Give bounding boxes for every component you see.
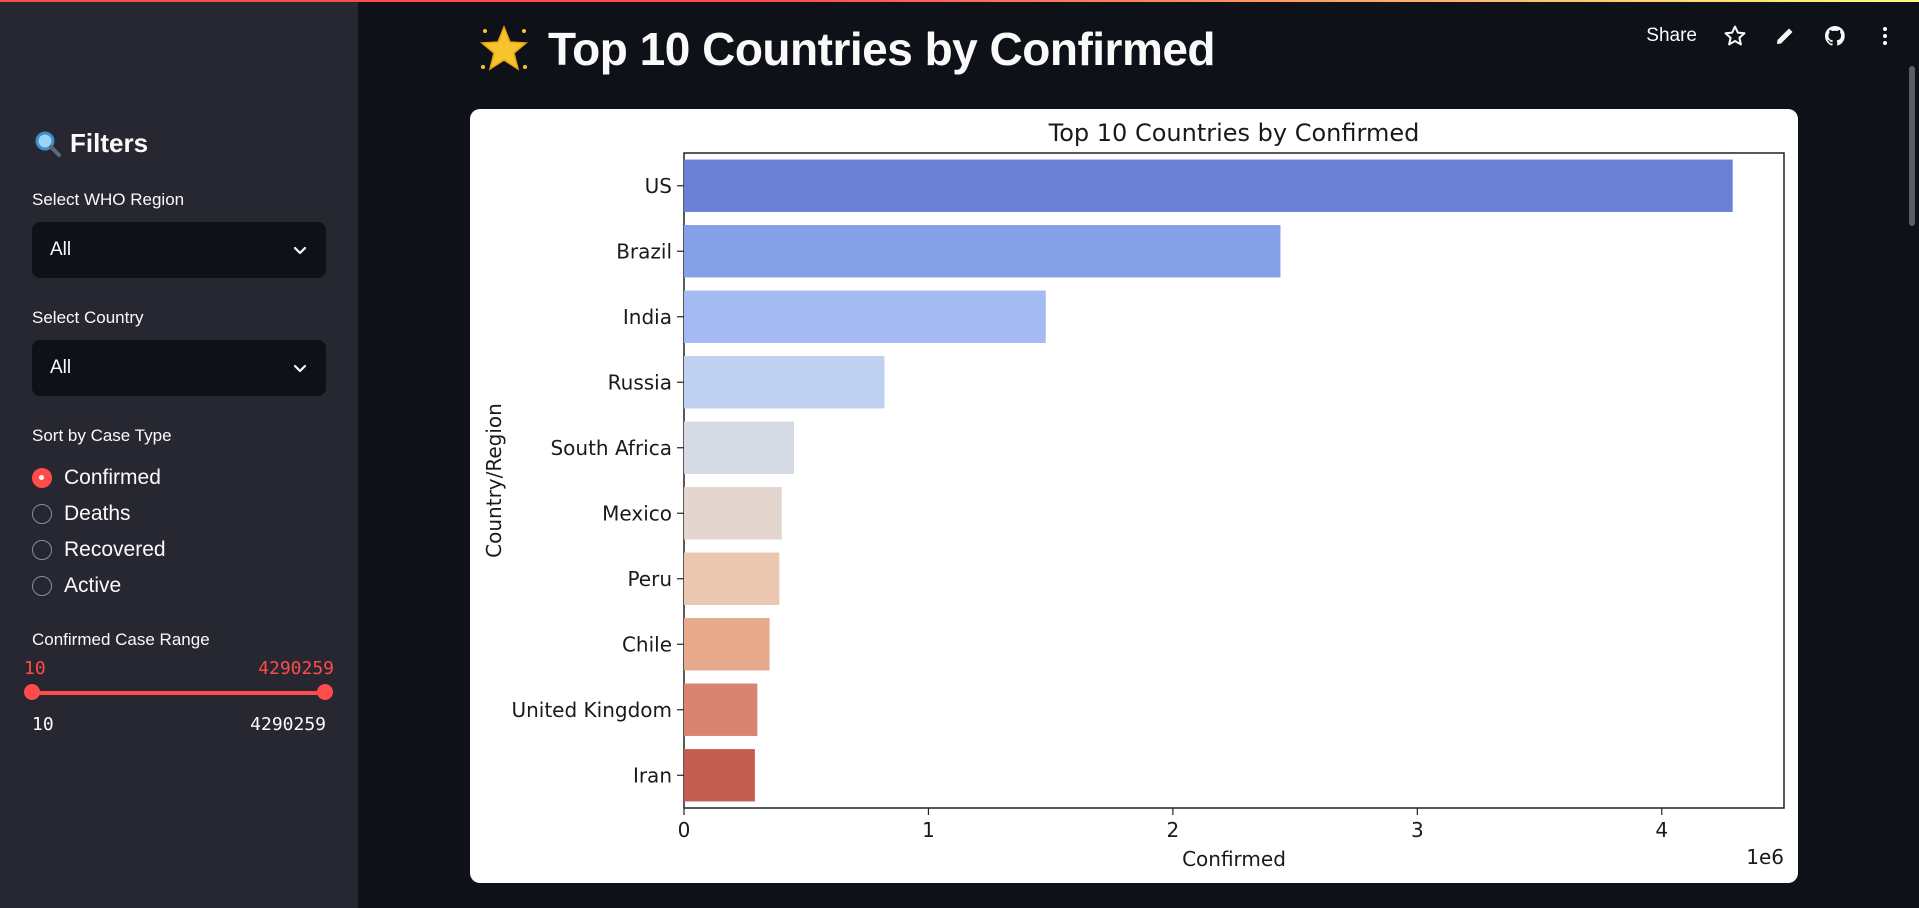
bar	[684, 618, 770, 671]
y-tick-label: US	[645, 174, 672, 198]
bar	[684, 552, 780, 605]
range-min-value: 10	[24, 658, 46, 679]
chart-title: Top 10 Countries by Confirmed	[1048, 119, 1420, 147]
sidebar-title: Filters	[34, 128, 148, 159]
pencil-icon[interactable]	[1773, 24, 1797, 48]
range-label: Confirmed Case Range	[32, 630, 210, 649]
radio-button[interactable]	[32, 576, 52, 596]
x-offset-label: 1e6	[1746, 845, 1784, 869]
y-tick-label: Mexico	[602, 501, 672, 525]
bar	[684, 290, 1046, 343]
x-axis-label: Confirmed	[1182, 847, 1286, 871]
x-tick-label: 3	[1411, 818, 1424, 842]
chevron-down-icon	[293, 246, 307, 255]
range-slider-min-handle[interactable]	[24, 684, 40, 700]
y-tick-label: United Kingdom	[511, 698, 672, 722]
country-select-value: All	[50, 357, 72, 378]
sort-label: Sort by Case Type	[32, 426, 172, 445]
share-button[interactable]: Share	[1646, 25, 1697, 46]
radio-button-selected[interactable]	[32, 468, 52, 488]
glowing-star-icon	[480, 24, 528, 71]
region-select[interactable]: All	[32, 222, 326, 278]
y-tick-label: Russia	[608, 370, 672, 394]
y-tick-label: Brazil	[616, 239, 672, 263]
bar	[684, 356, 885, 409]
country-select[interactable]: All	[32, 340, 326, 396]
top-accent-bar	[0, 0, 1919, 2]
bar	[684, 159, 1733, 212]
x-tick-label: 0	[678, 818, 691, 842]
y-tick-label: India	[623, 305, 672, 329]
radio-button[interactable]	[32, 504, 52, 524]
bar	[684, 487, 782, 540]
chevron-down-icon	[293, 364, 307, 373]
page-title-text: Top 10 Countries by Confirmed	[548, 23, 1216, 75]
chart-card: US Brazil India Russia South Africa Mexico Per…	[470, 109, 1798, 883]
region-label: Select WHO Region	[32, 190, 185, 209]
x-tick-label: 4	[1655, 818, 1668, 842]
y-tick-label: Iran	[633, 763, 672, 787]
range-slider-max-handle[interactable]	[317, 684, 333, 700]
github-icon[interactable]	[1823, 24, 1847, 48]
radio-button[interactable]	[32, 540, 52, 560]
y-axis-label: Country/Region	[482, 403, 506, 558]
bar-chart: US Brazil India Russia South Africa Mexico Per…	[482, 119, 1785, 871]
sidebar-title-text: Filters	[70, 128, 149, 158]
region-select-value: All	[50, 239, 72, 260]
bar	[684, 683, 758, 736]
range-max-label: 4290259	[250, 714, 326, 735]
main-scrollbar[interactable]	[1909, 66, 1915, 226]
range-min-label: 10	[32, 714, 54, 735]
app-toolbar: Share	[1646, 24, 1897, 48]
more-vertical-icon[interactable]	[1873, 24, 1897, 48]
radio-deaths[interactable]: Deaths	[32, 502, 131, 526]
y-tick-label: Chile	[622, 632, 672, 656]
bar	[684, 421, 794, 474]
range-max-value: 4290259	[258, 658, 334, 679]
y-tick-label: South Africa	[550, 436, 672, 460]
x-tick-label: 1	[922, 818, 935, 842]
star-icon[interactable]	[1723, 24, 1747, 48]
y-tick-label: Peru	[627, 567, 672, 591]
page-title: Top 10 Countries by Confirmed	[478, 22, 1216, 76]
bar	[684, 225, 1281, 278]
magnifying-glass-icon	[35, 131, 61, 157]
sidebar: Filters Select WHO Region All Select Cou…	[0, 2, 358, 908]
country-label: Select Country	[32, 308, 144, 327]
radio-recovered[interactable]: Recovered	[32, 538, 166, 562]
radio-label: Deaths	[64, 502, 131, 525]
radio-label: Confirmed	[64, 466, 161, 489]
x-tick-label: 2	[1167, 818, 1180, 842]
radio-active[interactable]: Active	[32, 574, 121, 598]
radio-label: Recovered	[64, 538, 166, 561]
radio-label: Active	[64, 574, 122, 597]
bar	[684, 749, 755, 802]
range-slider-track[interactable]	[32, 691, 326, 695]
radio-confirmed[interactable]: Confirmed	[32, 466, 161, 490]
